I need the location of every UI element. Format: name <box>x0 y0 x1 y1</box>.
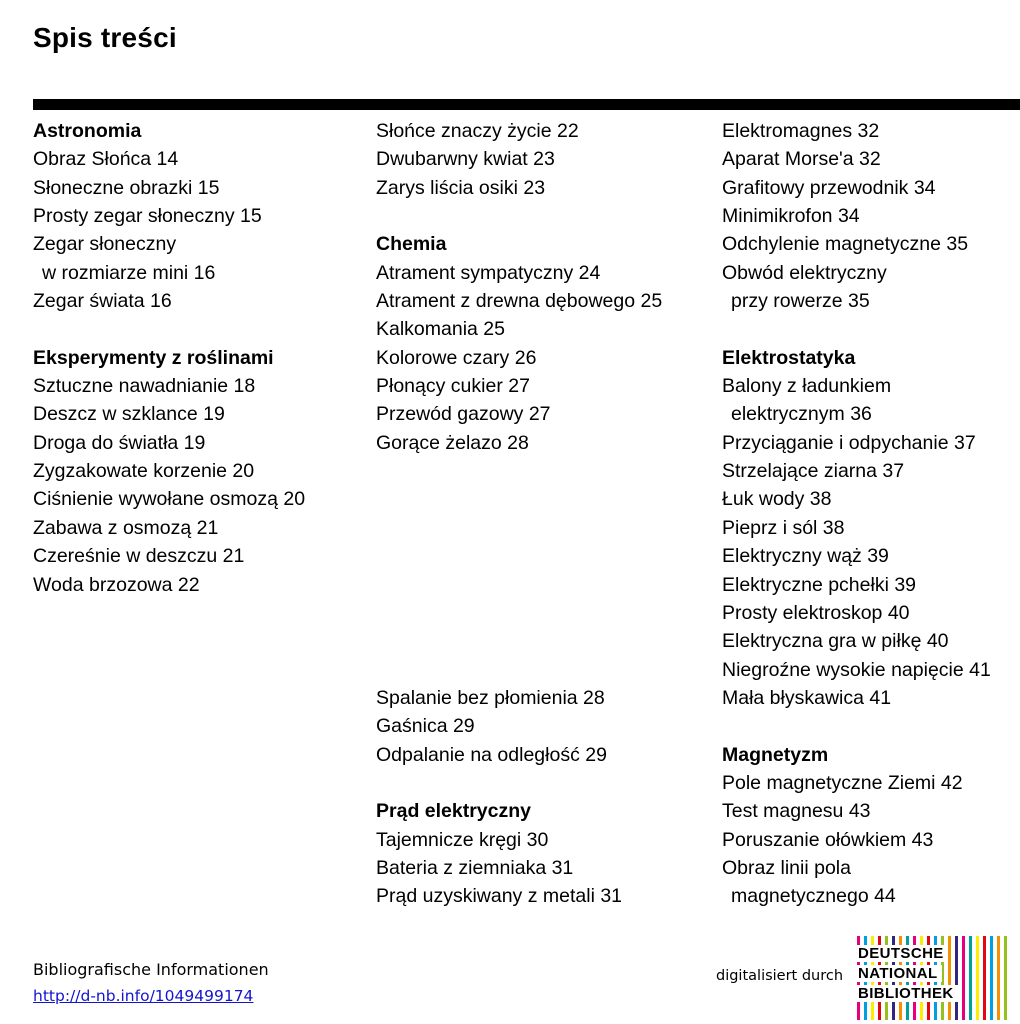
dnb-logo-line: DEUTSCHE <box>857 945 948 962</box>
toc-entry: Zegar świata 16 <box>33 290 172 313</box>
toc-entry: Zygzakowate korzenie 20 <box>33 460 255 483</box>
toc-entry: Balony z ładunkiem <box>722 375 892 398</box>
toc-entry: Dwubarwny kwiat 23 <box>376 148 555 171</box>
dnb-logo-text: DEUTSCHE NATIONAL BIBLIOTHEK <box>857 945 958 1002</box>
page-title: Spis treści <box>33 22 177 53</box>
toc-entry: Kolorowe czary 26 <box>376 346 537 369</box>
bibliographic-info: Bibliografische Informationen http://d-n… <box>33 957 269 1009</box>
toc-entry: Łuk wody 38 <box>722 488 832 511</box>
toc-entry: Przyciąganie i odpychanie 37 <box>722 431 976 454</box>
toc-blank-line <box>376 514 716 542</box>
toc-blank-line <box>722 315 1020 343</box>
toc-entry: Spalanie bez płomienia 28 <box>376 686 605 709</box>
dnb-logo-stripe <box>983 936 986 1020</box>
toc-entry: Gorące żelazo 28 <box>376 431 529 454</box>
toc-entry: Prosty elektroskop 40 <box>722 601 910 624</box>
toc-entry: Pole magnetyczne Ziemi 42 <box>722 771 963 794</box>
toc-section-header: Elektrostatyka <box>722 346 856 369</box>
toc-entry: Elektryczne pchełki 39 <box>722 573 917 596</box>
dnb-logo-line: NATIONAL <box>857 965 942 982</box>
toc-entry: Czereśnie w deszczu 21 <box>33 545 245 568</box>
toc-section-header: Chemia <box>376 233 447 256</box>
toc-entry: Przewód gazowy 27 <box>376 403 551 426</box>
toc-entry: Mała błyskawica 41 <box>722 686 892 709</box>
toc-entry: Prąd uzyskiwany z metali 31 <box>376 885 623 908</box>
toc-entry: Kalkomania 25 <box>376 318 505 341</box>
dnb-logo-stripe <box>990 936 993 1020</box>
toc-entry: Sztuczne nawadnianie 18 <box>33 375 256 398</box>
toc-entry: Słoneczne obrazki 15 <box>33 176 220 199</box>
toc-entry: Prosty zegar słoneczny 15 <box>33 205 262 228</box>
toc-entry: Tajemnicze kręgi 30 <box>376 828 549 851</box>
toc-entry: Minimikrofon 34 <box>722 205 860 228</box>
toc-section-header: Magnetyzm <box>722 743 829 766</box>
toc-entry: Deszcz w szklance 19 <box>33 403 225 426</box>
toc-blank-line <box>376 599 716 627</box>
toc-section-header: Prąd elektryczny <box>376 800 532 823</box>
toc-section-header: Astronomia <box>33 120 142 142</box>
toc-entry: Obraz linii pola <box>722 856 851 879</box>
toc-entry: Słońce znaczy życie 22 <box>376 120 579 142</box>
toc-section-header: Eksperymenty z roślinami <box>33 346 274 369</box>
toc-entry: Bateria z ziemniaka 31 <box>376 856 574 879</box>
toc-entry: Niegroźne wysokie napięcie 41 <box>722 658 991 681</box>
dnb-link[interactable]: http://d-nb.info/1049499174 <box>33 987 254 1005</box>
divider-rule <box>33 99 1020 110</box>
dnb-logo-line: BIBLIOTHEK <box>857 985 958 1002</box>
digitized-by-label: digitalisiert durch <box>716 968 844 984</box>
toc-blank-line <box>376 457 716 485</box>
dnb-logo-stripe <box>976 936 979 1020</box>
toc-blank-line <box>722 712 1020 740</box>
toc-entry: Droga do światła 19 <box>33 431 206 454</box>
toc-entry: Atrament z drewna dębowego 25 <box>376 290 663 313</box>
toc-blank-line <box>376 202 716 230</box>
dnb-logo-stripe <box>997 936 1000 1020</box>
toc-entry: Woda brzozowa 22 <box>33 573 200 596</box>
toc-entry: magnetycznego 44 <box>731 885 896 908</box>
toc-entry: Zegar słoneczny <box>33 233 177 256</box>
toc-entry: Aparat Morse'a 32 <box>722 148 881 171</box>
toc-entry: Odpalanie na odległość 29 <box>376 743 607 766</box>
toc-entry: Grafitowy przewodnik 34 <box>722 176 936 199</box>
toc-blank-line <box>376 571 716 599</box>
toc-entry: Poruszanie ołówkiem 43 <box>722 828 934 851</box>
toc-entry: Obwód elektryczny <box>722 261 887 284</box>
toc-entry: Atrament sympatyczny 24 <box>376 261 601 284</box>
toc-entry: Pieprz i sól 38 <box>722 516 845 539</box>
toc-blank-line <box>376 485 716 513</box>
dnb-logo: DEUTSCHE NATIONAL BIBLIOTHEK <box>857 936 1011 1020</box>
dnb-logo-stripe <box>962 936 965 1020</box>
dnb-logo-stripe <box>948 936 951 1020</box>
toc-entry: w rozmiarze mini 16 <box>42 261 216 284</box>
toc-blank-line <box>376 627 716 655</box>
toc-entry: Strzelające ziarna 37 <box>722 460 905 483</box>
toc-blank-line <box>376 656 716 684</box>
toc-entry: Elektryczny wąż 39 <box>722 545 889 568</box>
toc-entry: Płonący cukier 27 <box>376 375 530 398</box>
toc-entry: Odchylenie magnetyczne 35 <box>722 233 969 256</box>
toc-column-3: Elektromagnes 32 Aparat Morse'a 32 Grafito… <box>722 117 1020 911</box>
dnb-logo-stripe <box>969 936 972 1020</box>
toc-blank-line <box>33 315 369 343</box>
toc-entry: Gaśnica 29 <box>376 715 475 738</box>
toc-column-1: Astronomia Obraz Słońca 14 Słoneczne obraz… <box>33 117 369 599</box>
toc-entry: Elektryczna gra w piłkę 40 <box>722 630 949 653</box>
dnb-logo-stripe <box>941 936 944 1020</box>
toc-entry: Zarys liścia osiki 23 <box>376 176 546 199</box>
toc-entry: przy rowerze 35 <box>731 290 870 313</box>
bibliographic-label: Bibliografische Informationen <box>33 960 269 979</box>
toc-column-2: Słońce znaczy życie 22 Dwubarwny kwiat 23… <box>376 117 716 911</box>
toc-entry: elektrycznym 36 <box>731 403 872 426</box>
toc-entry: Ciśnienie wywołane osmozą 20 <box>33 488 306 511</box>
toc-entry: Elektromagnes 32 <box>722 120 880 142</box>
dnb-logo-stripe <box>955 936 958 1020</box>
toc-entry: Obraz Słońca 14 <box>33 148 179 171</box>
toc-blank-line <box>376 769 716 797</box>
toc-blank-line <box>376 542 716 570</box>
dnb-logo-stripe <box>1004 936 1007 1020</box>
toc-entry: Zabawa z osmozą 21 <box>33 516 219 539</box>
toc-entry: Test magnesu 43 <box>722 800 871 823</box>
